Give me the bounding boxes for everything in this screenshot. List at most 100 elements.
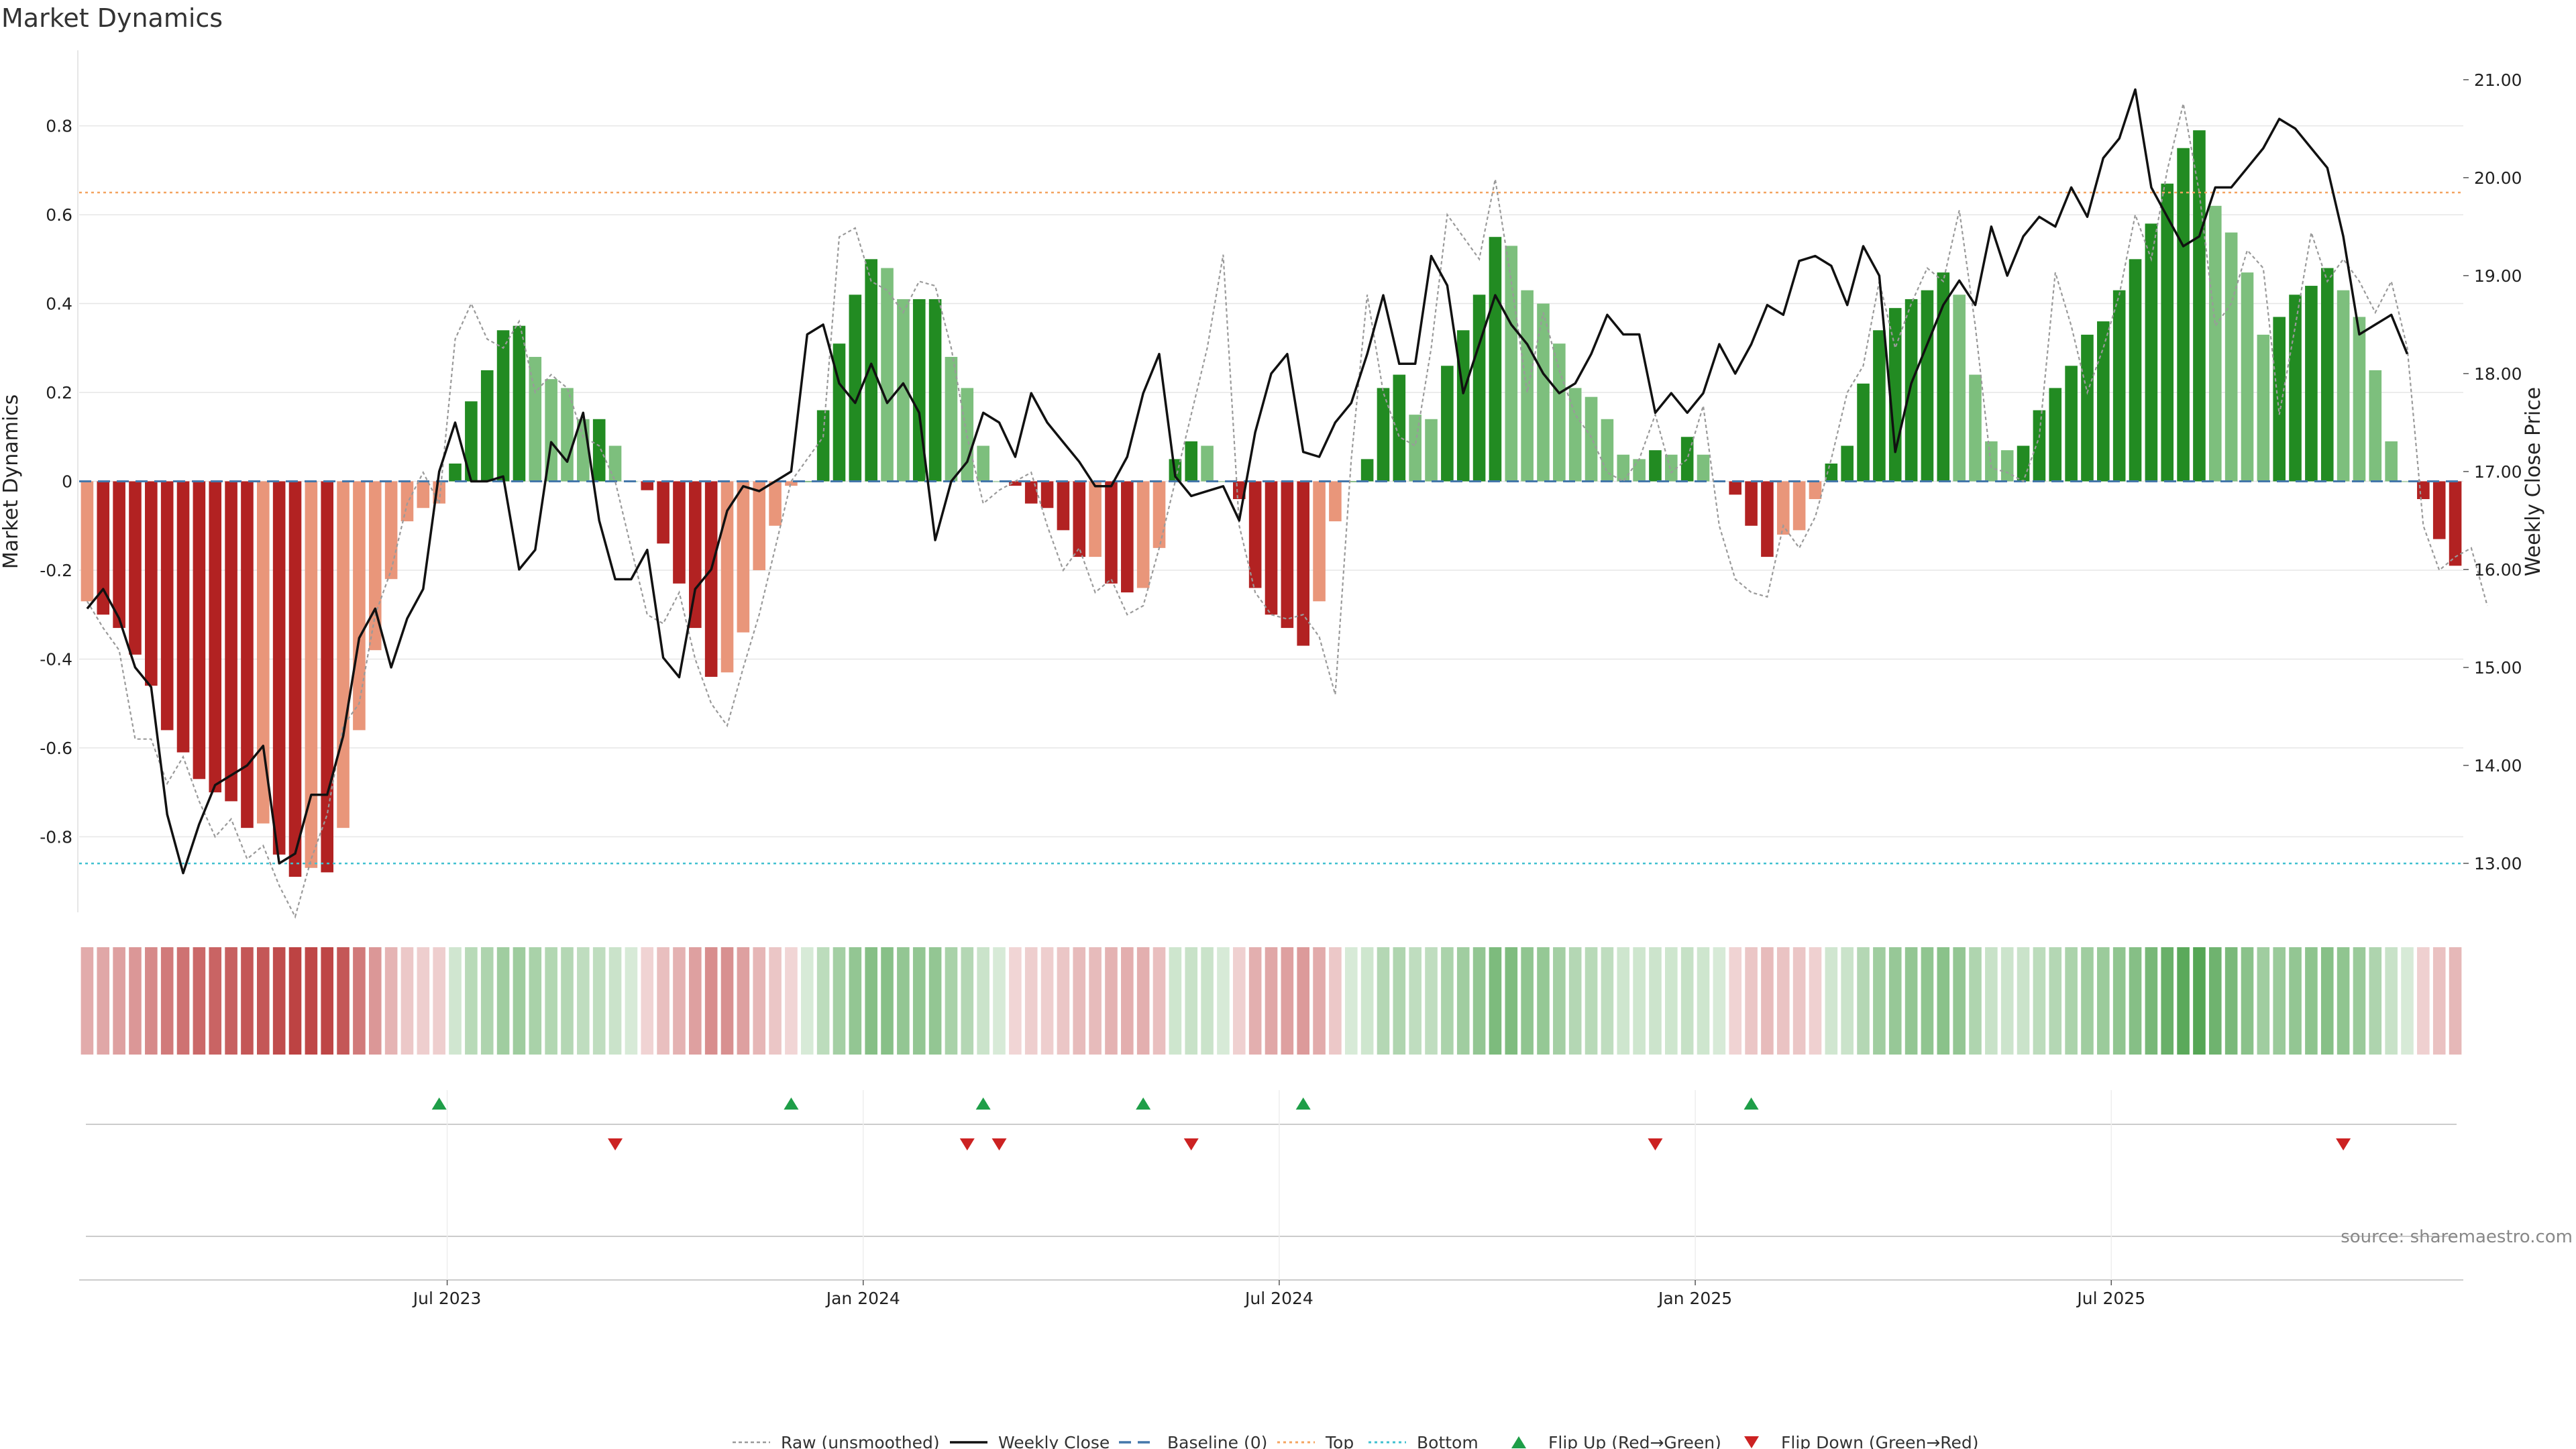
heat-cell bbox=[2161, 947, 2174, 1055]
raw-series-line bbox=[86, 103, 2488, 919]
heat-cell bbox=[1841, 947, 1854, 1055]
left-tick-label: -0.8 bbox=[40, 827, 72, 847]
x-tick-label: Jul 2023 bbox=[412, 1289, 482, 1308]
dynamics-bar bbox=[945, 357, 958, 482]
dynamics-bar bbox=[753, 481, 766, 570]
heat-cell bbox=[256, 947, 270, 1055]
flip-down-marker bbox=[1648, 1138, 1663, 1150]
x-tick-label: Jan 2024 bbox=[825, 1289, 900, 1308]
dynamics-bar bbox=[129, 481, 142, 655]
right-tick-label: 16.00 bbox=[2474, 560, 2522, 580]
dynamics-bar bbox=[272, 481, 286, 855]
dynamics-bar bbox=[1297, 481, 1310, 646]
heat-cell bbox=[145, 947, 158, 1055]
heat-cell bbox=[1825, 947, 1838, 1055]
left-tick-label: 0.2 bbox=[46, 383, 72, 402]
heat-cell bbox=[2065, 947, 2078, 1055]
heat-cell bbox=[1537, 947, 1550, 1055]
right-tick-label: 15.00 bbox=[2474, 658, 2522, 678]
dynamics-bar bbox=[1409, 415, 1421, 482]
heat-cell bbox=[400, 947, 414, 1055]
heat-cell bbox=[1585, 947, 1598, 1055]
heat-cell bbox=[2129, 947, 2142, 1055]
dynamics-bar bbox=[1873, 330, 1886, 482]
dynamics-bar bbox=[2065, 366, 2078, 482]
heat-cell bbox=[561, 947, 574, 1055]
heat-cell bbox=[2417, 947, 2430, 1055]
legend-label: Baseline (0) bbox=[1167, 1433, 1267, 1449]
dynamics-bar bbox=[1009, 481, 1022, 486]
heat-cell bbox=[97, 947, 110, 1055]
heat-cell bbox=[1665, 947, 1678, 1055]
dynamics-bar bbox=[513, 325, 526, 482]
heat-cell bbox=[1121, 947, 1134, 1055]
legend-label: Weekly Close bbox=[998, 1433, 1110, 1449]
dynamics-bar bbox=[1329, 481, 1342, 522]
heat-strip bbox=[80, 947, 2462, 1055]
x-tick-label: Jan 2025 bbox=[1657, 1289, 1732, 1308]
heat-cell bbox=[272, 947, 286, 1055]
heat-cell bbox=[928, 947, 942, 1055]
heat-cell bbox=[384, 947, 398, 1055]
heat-cell bbox=[337, 947, 350, 1055]
heat-cell bbox=[592, 947, 606, 1055]
dynamics-bar bbox=[785, 481, 798, 486]
heat-cell bbox=[1953, 947, 1966, 1055]
heat-cell bbox=[1265, 947, 1278, 1055]
dynamics-bar bbox=[145, 481, 158, 686]
dynamics-bar bbox=[2337, 290, 2350, 482]
dynamics-bar bbox=[2161, 183, 2174, 482]
heat-cell bbox=[129, 947, 142, 1055]
dynamics-bars bbox=[80, 130, 2462, 877]
dynamics-bar bbox=[80, 481, 94, 602]
flip-up-marker bbox=[1743, 1097, 1759, 1110]
left-tick-label: 0.6 bbox=[46, 205, 72, 225]
heat-cell bbox=[1729, 947, 1742, 1055]
dynamics-bar bbox=[176, 481, 190, 753]
dynamics-bar bbox=[2177, 148, 2190, 482]
heat-cell bbox=[1713, 947, 1726, 1055]
flip-up-marker bbox=[975, 1097, 991, 1110]
dynamics-bar bbox=[2241, 272, 2254, 482]
heat-cell bbox=[720, 947, 734, 1055]
dynamics-bar bbox=[2017, 445, 2030, 482]
heat-cell bbox=[513, 947, 526, 1055]
dynamics-bar bbox=[1697, 454, 1710, 482]
heat-cell bbox=[113, 947, 125, 1055]
heat-cell bbox=[2353, 947, 2366, 1055]
dynamics-bar bbox=[417, 481, 430, 508]
flip-down-marker bbox=[1183, 1138, 1199, 1150]
dynamics-bar bbox=[2097, 321, 2110, 482]
heat-cell bbox=[816, 947, 830, 1055]
legend-label: Raw (unsmoothed) bbox=[781, 1433, 940, 1449]
flip-down-marker bbox=[608, 1138, 623, 1150]
dynamics-bar bbox=[1265, 481, 1278, 615]
dynamics-bar bbox=[113, 481, 125, 629]
heat-cell bbox=[2401, 947, 2414, 1055]
heat-cell bbox=[993, 947, 1006, 1055]
heat-cell bbox=[1089, 947, 1102, 1055]
heat-cell bbox=[1024, 947, 1038, 1055]
dynamics-bar bbox=[961, 388, 974, 482]
dynamics-bar bbox=[2432, 481, 2446, 539]
right-tick-label: 19.00 bbox=[2474, 266, 2522, 286]
dynamics-bar bbox=[1040, 481, 1054, 508]
heat-cell bbox=[305, 947, 318, 1055]
dynamics-bar bbox=[337, 481, 350, 828]
dynamics-bar bbox=[256, 481, 270, 824]
right-tick-label: 21.00 bbox=[2474, 70, 2522, 90]
heat-cell bbox=[608, 947, 622, 1055]
heat-cell bbox=[1873, 947, 1886, 1055]
dynamics-bar bbox=[1505, 246, 1518, 482]
x-tick-label: Jul 2024 bbox=[1244, 1289, 1313, 1308]
dynamics-bar bbox=[1425, 419, 1438, 482]
dynamics-bar bbox=[1761, 481, 1774, 557]
heat-cell bbox=[1169, 947, 1182, 1055]
heat-cell bbox=[545, 947, 557, 1055]
dynamics-bar bbox=[1617, 454, 1630, 482]
heat-cell bbox=[2081, 947, 2094, 1055]
heat-cell bbox=[1248, 947, 1262, 1055]
heat-cell bbox=[785, 947, 798, 1055]
flip-markers bbox=[86, 1097, 2457, 1237]
dynamics-bar bbox=[2273, 317, 2286, 482]
